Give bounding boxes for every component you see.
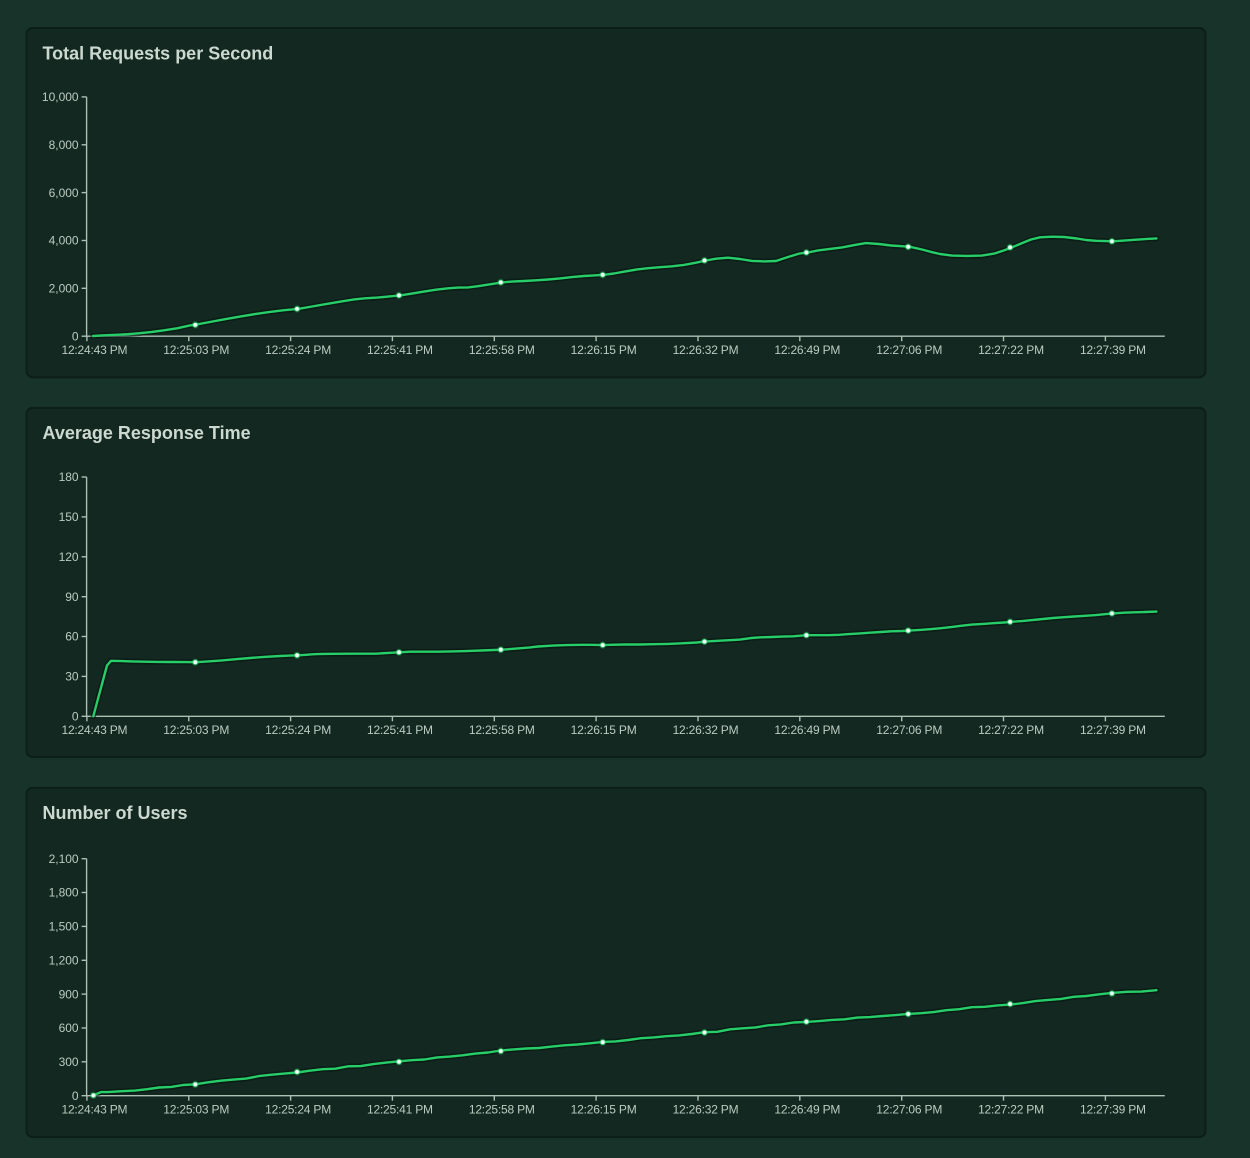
svg-text:150: 150 — [59, 510, 79, 524]
svg-text:12:26:15 PM: 12:26:15 PM — [571, 723, 637, 737]
svg-text:180: 180 — [59, 470, 79, 484]
svg-text:Number of Users: Number of Users — [43, 803, 188, 823]
svg-text:0: 0 — [72, 710, 79, 724]
svg-text:12:25:03 PM: 12:25:03 PM — [163, 343, 229, 357]
svg-text:1,800: 1,800 — [49, 886, 79, 900]
svg-text:10,000: 10,000 — [42, 90, 79, 104]
svg-text:2,000: 2,000 — [49, 282, 79, 296]
svg-text:12:25:41 PM: 12:25:41 PM — [367, 343, 433, 357]
svg-text:12:26:15 PM: 12:26:15 PM — [571, 343, 637, 357]
svg-text:30: 30 — [65, 670, 79, 684]
svg-text:12:25:58 PM: 12:25:58 PM — [469, 1103, 535, 1117]
svg-text:12:27:06 PM: 12:27:06 PM — [876, 723, 942, 737]
svg-text:12:24:43 PM: 12:24:43 PM — [61, 343, 127, 357]
svg-text:12:26:32 PM: 12:26:32 PM — [673, 1103, 739, 1117]
svg-text:8,000: 8,000 — [49, 138, 79, 152]
svg-text:600: 600 — [59, 1021, 79, 1035]
svg-text:12:25:41 PM: 12:25:41 PM — [367, 723, 433, 737]
svg-text:12:24:43 PM: 12:24:43 PM — [61, 723, 127, 737]
svg-text:12:26:49 PM: 12:26:49 PM — [774, 1103, 840, 1117]
svg-text:12:24:43 PM: 12:24:43 PM — [61, 1103, 127, 1117]
svg-text:12:26:15 PM: 12:26:15 PM — [571, 1103, 637, 1117]
svg-text:1,500: 1,500 — [49, 920, 79, 934]
svg-text:90: 90 — [65, 590, 79, 604]
svg-text:0: 0 — [72, 329, 79, 343]
svg-text:12:25:58 PM: 12:25:58 PM — [469, 723, 535, 737]
svg-text:60: 60 — [65, 630, 79, 644]
svg-text:12:25:24 PM: 12:25:24 PM — [265, 1103, 331, 1117]
svg-text:Average Response Time: Average Response Time — [43, 423, 251, 443]
svg-text:12:26:32 PM: 12:26:32 PM — [673, 723, 739, 737]
svg-text:1,200: 1,200 — [49, 954, 79, 968]
svg-text:12:27:06 PM: 12:27:06 PM — [876, 1103, 942, 1117]
svg-text:12:25:03 PM: 12:25:03 PM — [163, 1103, 229, 1117]
svg-text:Total Requests per Second: Total Requests per Second — [43, 43, 274, 63]
svg-text:120: 120 — [59, 550, 79, 564]
svg-text:12:27:39 PM: 12:27:39 PM — [1080, 343, 1146, 357]
svg-text:12:25:41 PM: 12:25:41 PM — [367, 1103, 433, 1117]
svg-text:300: 300 — [59, 1055, 79, 1069]
svg-text:12:25:24 PM: 12:25:24 PM — [265, 343, 331, 357]
svg-text:12:26:49 PM: 12:26:49 PM — [774, 343, 840, 357]
svg-text:900: 900 — [59, 987, 79, 1001]
svg-text:12:25:24 PM: 12:25:24 PM — [265, 723, 331, 737]
svg-text:12:27:39 PM: 12:27:39 PM — [1080, 1103, 1146, 1117]
svg-text:6,000: 6,000 — [49, 186, 79, 200]
svg-text:12:26:32 PM: 12:26:32 PM — [673, 343, 739, 357]
svg-text:12:26:49 PM: 12:26:49 PM — [774, 723, 840, 737]
svg-text:12:25:58 PM: 12:25:58 PM — [469, 343, 535, 357]
svg-text:12:27:06 PM: 12:27:06 PM — [876, 343, 942, 357]
svg-text:12:25:03 PM: 12:25:03 PM — [163, 723, 229, 737]
svg-text:12:27:39 PM: 12:27:39 PM — [1080, 723, 1146, 737]
svg-text:2,100: 2,100 — [49, 852, 79, 866]
svg-text:4,000: 4,000 — [49, 234, 79, 248]
svg-text:12:27:22 PM: 12:27:22 PM — [978, 723, 1044, 737]
svg-text:12:27:22 PM: 12:27:22 PM — [978, 343, 1044, 357]
svg-text:12:27:22 PM: 12:27:22 PM — [978, 1103, 1044, 1117]
svg-text:0: 0 — [72, 1089, 79, 1103]
